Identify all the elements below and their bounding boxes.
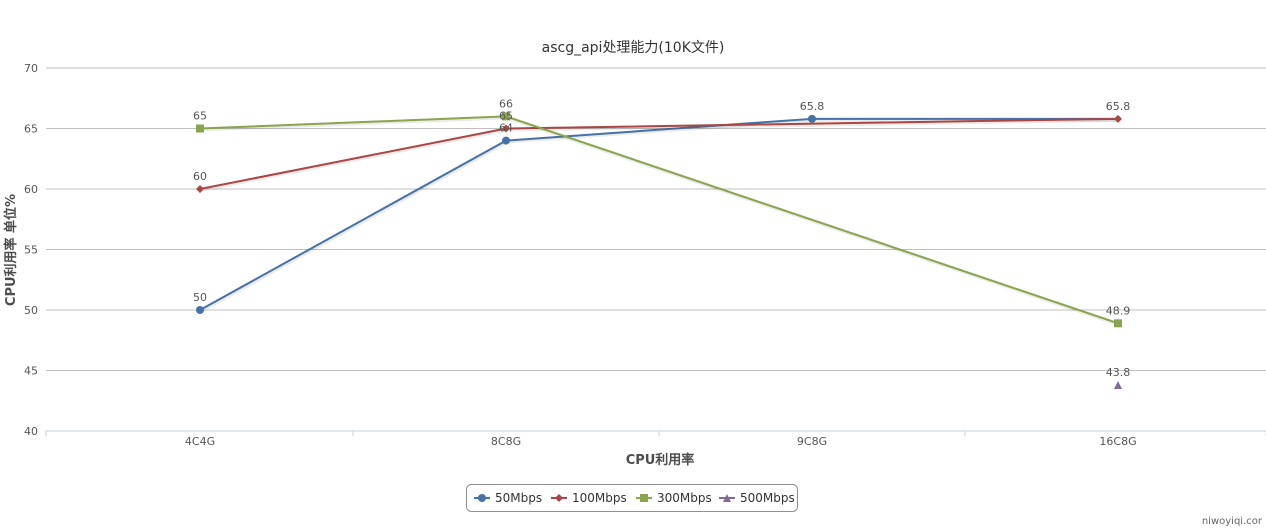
series-50Mbps <box>196 114 1119 314</box>
legend-marker <box>723 494 731 502</box>
x-axis-ticks: 4C4G 8C8G 9C8G 16C8G <box>45 431 1266 448</box>
data-label: 65 <box>499 110 513 123</box>
series-300Mbps <box>196 112 1122 328</box>
y-tick-label: 40 <box>24 425 38 438</box>
x-tick-label: 8C8G <box>491 435 521 448</box>
data-point <box>196 124 204 133</box>
series-line <box>199 117 1118 311</box>
data-point <box>502 112 510 121</box>
y-tick-label: 65 <box>24 123 38 136</box>
data-point <box>1114 319 1122 328</box>
legend-item-300Mbps[interactable]: 300Mbps <box>636 491 712 505</box>
data-label: 60 <box>193 170 207 183</box>
legend[interactable]: 50Mbps 100Mbps 300Mbps 500Mbps <box>466 484 798 512</box>
x-tick-label: 4C4G <box>185 435 215 448</box>
data-label: 50 <box>193 291 207 304</box>
legend-label: 300Mbps <box>657 491 712 505</box>
series-100Mbps <box>196 114 1122 193</box>
data-label: 65.8 <box>1106 100 1131 113</box>
legend-item-50Mbps[interactable]: 50Mbps <box>474 491 542 505</box>
grid <box>46 67 1266 371</box>
data-label: 48.9 <box>1106 304 1131 317</box>
data-label: 65.8 <box>800 100 825 113</box>
legend-label: 500Mbps <box>740 491 795 505</box>
data-point <box>808 114 816 123</box>
x-tick-label: 16C8G <box>1099 435 1136 448</box>
data-label: 43.8 <box>1106 366 1131 379</box>
y-tick-label: 55 <box>24 244 38 257</box>
chart-title: ascg_api处理能力(10K文件) <box>542 40 725 56</box>
series-line <box>199 115 1119 325</box>
legend-label: 100Mbps <box>572 491 627 505</box>
legend-box <box>466 484 798 512</box>
series-line-shadow <box>200 117 1119 313</box>
data-point <box>502 124 510 133</box>
legend-marker <box>640 494 648 502</box>
data-point <box>1114 114 1122 123</box>
data-point <box>502 136 510 145</box>
y-axis-title: CPU利用率 单位% <box>3 194 19 306</box>
y-tick-label: 60 <box>24 183 38 196</box>
y-tick-label: 45 <box>24 365 38 378</box>
series-group <box>196 112 1122 390</box>
data-point <box>1114 381 1122 390</box>
legend-item-500Mbps[interactable]: 500Mbps <box>719 491 795 505</box>
series-line-shadow <box>200 115 1120 327</box>
y-tick-label: 70 <box>24 62 38 75</box>
data-label: 65 <box>193 110 207 123</box>
x-tick-label: 9C8G <box>797 435 827 448</box>
watermark-text: niwoyiqi.cor <box>1202 516 1263 527</box>
legend-item-100Mbps[interactable]: 100Mbps <box>551 491 627 505</box>
data-label: 64 <box>499 122 513 135</box>
y-tick-label: 50 <box>24 304 38 317</box>
data-label: 66 <box>499 97 513 110</box>
x-axis-title: CPU利用率 <box>626 452 695 468</box>
data-point <box>196 185 204 193</box>
y-axis-ticks: 40 45 50 55 60 65 70 <box>24 62 38 438</box>
legend-marker <box>478 494 486 502</box>
legend-label: 50Mbps <box>495 491 542 505</box>
series-500Mbps <box>1114 381 1122 390</box>
legend-marker <box>555 494 563 502</box>
data-point <box>196 306 204 314</box>
